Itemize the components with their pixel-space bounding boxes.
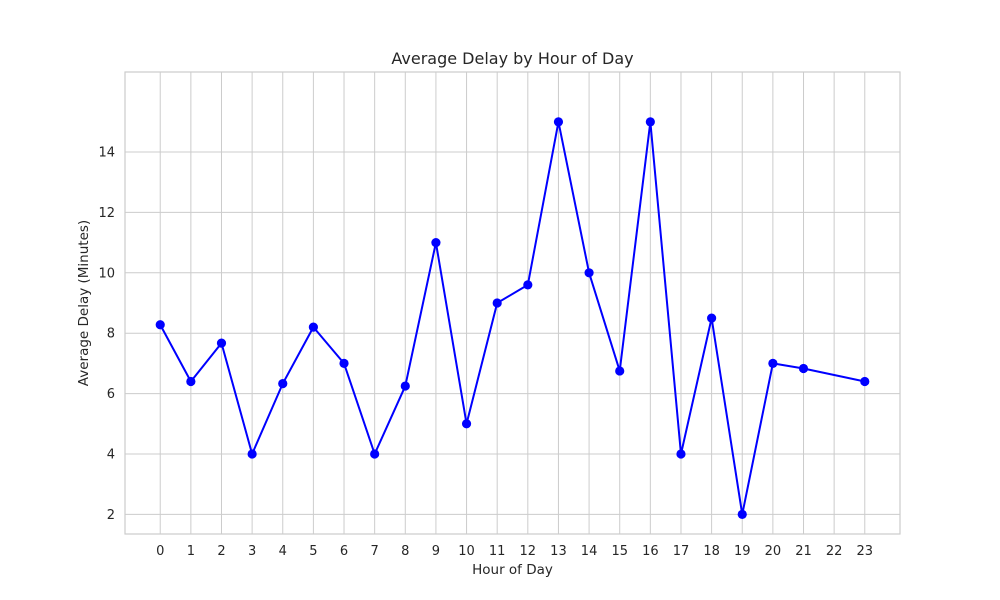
- data-point: [860, 376, 870, 387]
- y-tick-label: 2: [107, 508, 115, 523]
- x-tick-label: 14: [581, 544, 598, 559]
- x-tick-label: 12: [520, 544, 537, 559]
- x-tick-label: 7: [371, 544, 379, 559]
- data-point: [584, 268, 594, 278]
- y-axis-label: Average Delay (Minutes): [76, 220, 92, 386]
- x-tick-label: 21: [795, 544, 812, 559]
- series: [155, 117, 870, 519]
- x-tick-label: 1: [187, 544, 195, 559]
- y-tick-label: 10: [98, 266, 115, 281]
- y-tick-label: 6: [107, 387, 115, 402]
- y-tick-label: 4: [107, 447, 115, 462]
- grid: [125, 72, 900, 534]
- data-point: [553, 117, 564, 127]
- x-tick-label: 13: [550, 544, 567, 559]
- x-tick-label: 11: [489, 544, 506, 559]
- x-tick-label: 17: [673, 544, 690, 559]
- data-point: [492, 298, 502, 308]
- series-line: [159, 120, 865, 516]
- data-point: [186, 376, 196, 387]
- x-tick-label: 20: [765, 544, 782, 559]
- x-tick-label: 19: [734, 544, 751, 559]
- data-point: [308, 322, 318, 332]
- x-tick-label: 18: [703, 544, 720, 559]
- y-axis-ticks: 2 4 6 8 10 12 14: [98, 146, 115, 523]
- data-point: [155, 320, 165, 330]
- data-point: [737, 509, 747, 519]
- x-tick-label: 6: [340, 544, 348, 559]
- x-tick-label: 15: [611, 544, 628, 559]
- data-point: [676, 449, 686, 459]
- data-point: [645, 117, 655, 127]
- x-axis-label: Hour of Day: [472, 562, 553, 578]
- y-tick-label: 12: [98, 206, 115, 221]
- y-tick-label: 14: [98, 146, 115, 161]
- x-tick-label: 23: [856, 544, 873, 559]
- data-point: [461, 419, 472, 429]
- data-point: [431, 238, 441, 248]
- chart-title: Average Delay by Hour of Day: [391, 49, 633, 68]
- x-tick-label: 5: [309, 544, 317, 559]
- y-tick-label: 8: [107, 327, 115, 342]
- x-tick-label: 9: [432, 544, 440, 559]
- x-tick-label: 4: [279, 544, 287, 559]
- data-point: [768, 358, 778, 368]
- data-point: [615, 366, 625, 376]
- data-point: [370, 449, 380, 459]
- x-axis-ticks: 0 1 2 3 4 5 6 7 8 9 10 11 12 13 14 15 16 17 18 19 20 21 22 23: [156, 544, 873, 559]
- x-tick-label: 3: [248, 544, 256, 559]
- plot-frame: [124, 71, 901, 535]
- x-tick-label: 10: [458, 544, 475, 559]
- x-tick-label: 8: [401, 544, 409, 559]
- data-point: [707, 313, 717, 323]
- data-point: [216, 338, 227, 348]
- x-tick-label: 0: [156, 544, 164, 559]
- x-tick-label: 22: [826, 544, 843, 559]
- data-point: [798, 363, 809, 374]
- data-point: [400, 381, 410, 391]
- data-point: [339, 358, 349, 368]
- data-point: [523, 280, 533, 290]
- data-point: [247, 449, 257, 459]
- data-point: [278, 379, 288, 389]
- x-tick-label: 16: [642, 544, 659, 559]
- x-tick-label: 2: [217, 544, 225, 559]
